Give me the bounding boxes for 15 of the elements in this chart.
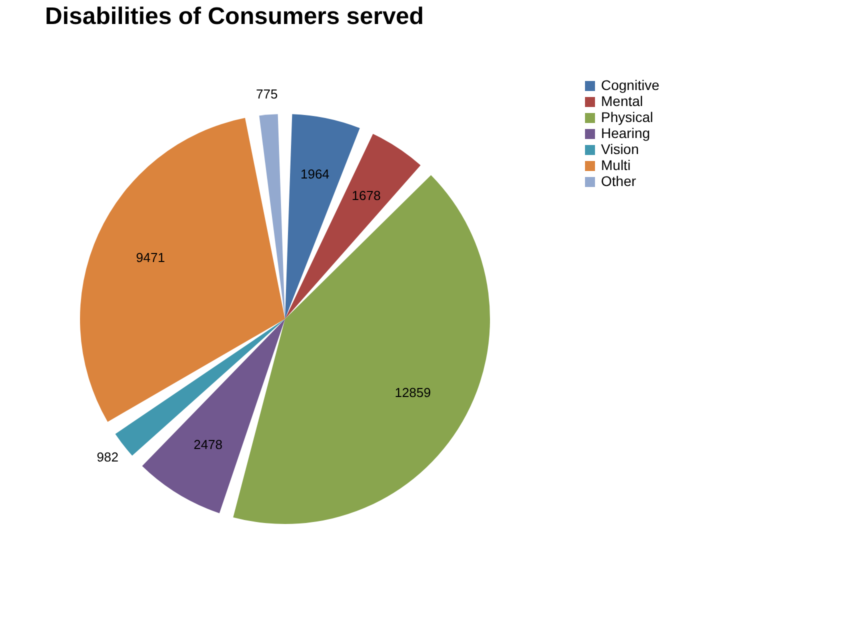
chart-title: Disabilities of Consumers served [45, 3, 424, 30]
data-label: 775 [256, 86, 278, 102]
legend-label: Other [601, 173, 636, 189]
legend-label: Vision [601, 141, 639, 157]
data-label: 1678 [352, 188, 381, 203]
legend-label: Physical [601, 109, 654, 125]
data-label: 1964 [300, 166, 330, 182]
data-label: 12859 [394, 384, 431, 400]
data-label: 982 [96, 449, 118, 464]
legend-label: Multi [601, 157, 631, 173]
legend-label: Mental [601, 93, 644, 109]
legend-label: Cognitive [601, 77, 660, 93]
data-label: 9471 [136, 250, 165, 266]
legend-label: Hearing [601, 125, 650, 141]
data-label: 2478 [194, 436, 223, 452]
